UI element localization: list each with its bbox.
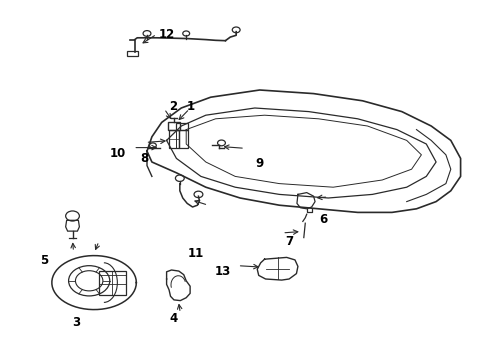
- Bar: [127, 51, 138, 56]
- Text: 4: 4: [170, 312, 178, 325]
- Text: 1: 1: [187, 100, 195, 113]
- Text: 7: 7: [285, 235, 293, 248]
- Text: 3: 3: [72, 316, 80, 329]
- Bar: [99, 271, 126, 295]
- Text: 8: 8: [141, 152, 148, 165]
- Text: 11: 11: [188, 247, 204, 260]
- Text: 6: 6: [319, 213, 327, 226]
- Text: 10: 10: [109, 147, 126, 159]
- Bar: [176, 123, 188, 130]
- Text: 5: 5: [40, 255, 48, 267]
- Text: 2: 2: [170, 100, 177, 113]
- Text: 9: 9: [256, 157, 264, 170]
- Text: 13: 13: [215, 265, 231, 278]
- Bar: [168, 122, 180, 130]
- Text: 12: 12: [158, 28, 175, 41]
- Bar: [169, 130, 179, 148]
- Bar: [179, 130, 188, 148]
